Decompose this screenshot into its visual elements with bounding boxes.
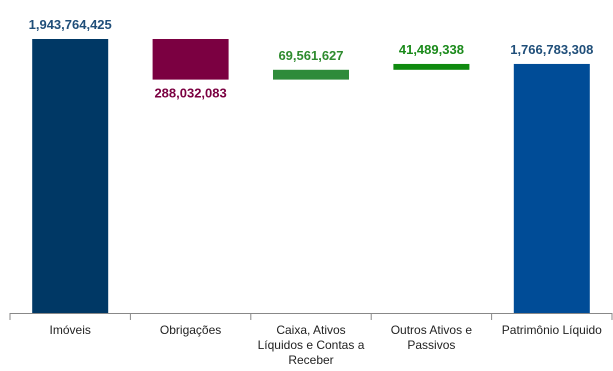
bar-4	[393, 63, 470, 70]
data-label-2: 288,032,083	[154, 86, 226, 101]
bar-3	[273, 69, 349, 80]
data-label-1: 1,943,764,425	[29, 17, 112, 32]
data-label-3: 69,561,627	[278, 48, 343, 63]
data-label-5: 1,766,783,308	[510, 42, 593, 57]
bar-5	[513, 63, 590, 313]
data-label-4: 41,489,338	[399, 42, 464, 57]
axes	[9, 313, 613, 320]
category-label-5: Patrimônio Líquido	[502, 323, 602, 337]
category-label-3: Receber	[288, 353, 333, 367]
category-label-2: Obrigações	[160, 323, 221, 337]
bar-1	[32, 39, 109, 313]
bars-group	[32, 39, 590, 313]
category-label-3: Caixa, Ativos	[276, 323, 345, 337]
category-label-1: Imóveis	[50, 323, 91, 337]
category-label-4: Passivos	[407, 338, 455, 352]
value-labels-group: 1,943,764,425 288,032,083 69,561,627 41,489…	[29, 17, 594, 101]
category-label-3: Líquidos e Contas a	[258, 338, 365, 352]
bar-2	[152, 39, 229, 80]
category-label-4: Outros Ativos e	[391, 323, 473, 337]
